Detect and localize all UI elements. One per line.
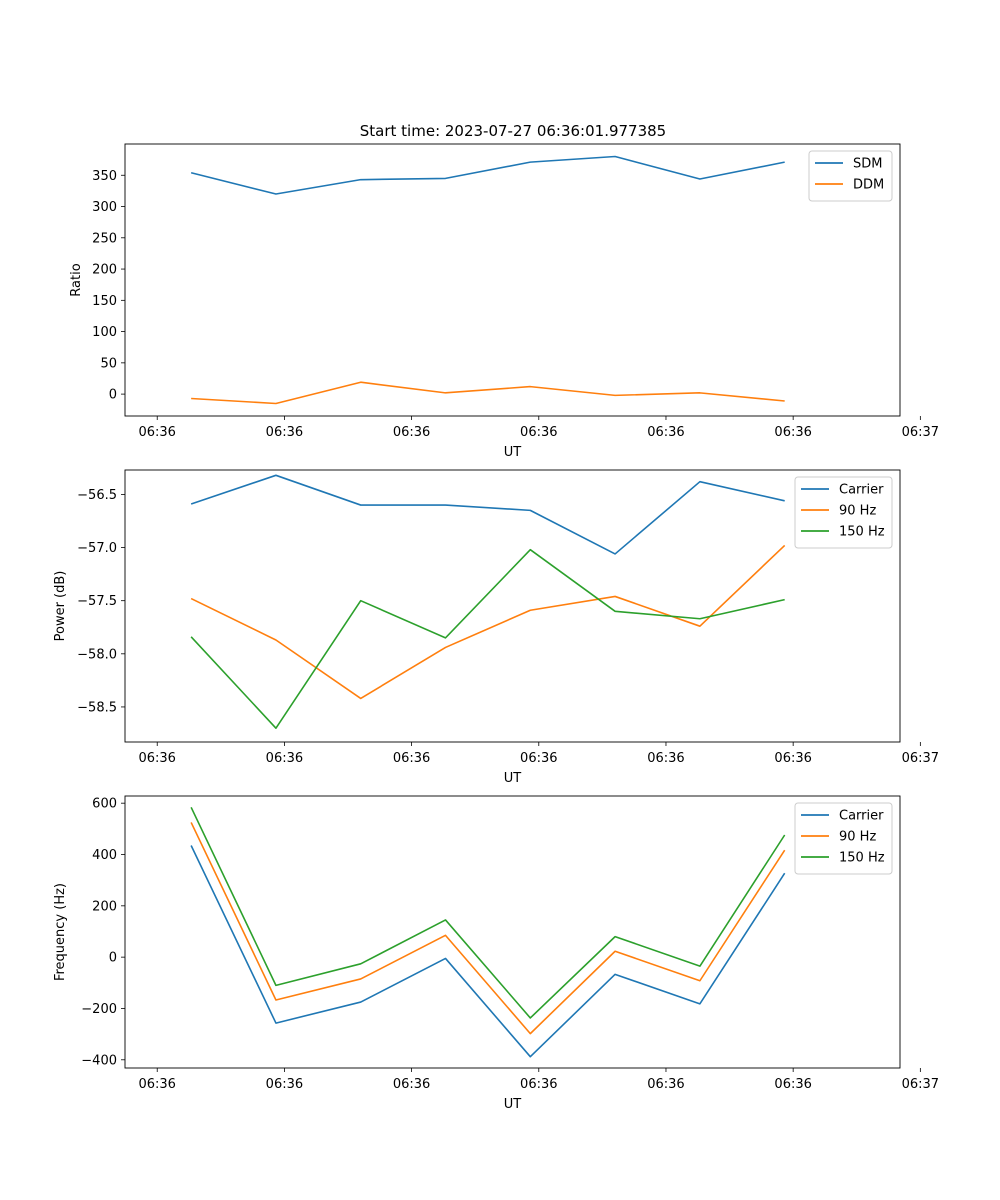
legend: Carrier 90 Hz 150 Hz	[794, 476, 893, 549]
x-tick-label: 06:37	[902, 1077, 939, 1092]
x-tick-label: 06:36	[266, 1077, 303, 1092]
series-line-carrier	[190, 845, 786, 1058]
series-line-150-hz	[190, 806, 786, 1019]
axes-frame	[124, 143, 901, 417]
subplots: 06:36 06:36 06:36 06:36 06:36 06:36 06:37 0 50 10…	[53, 143, 939, 1112]
x-tick-label: 06:37	[902, 751, 939, 766]
series-line-90-hz	[190, 822, 786, 1035]
y-tick-label: −58.0	[77, 647, 117, 662]
y-tick-label: 0	[109, 388, 117, 403]
legend-label: Carrier	[839, 809, 884, 824]
y-tick-label: 250	[92, 231, 117, 246]
x-tick-label: 06:36	[774, 425, 811, 440]
x-tick-label: 06:36	[393, 1077, 430, 1092]
x-tick-label: 06:36	[774, 1077, 811, 1092]
subplot-ratio: 06:36 06:36 06:36 06:36 06:36 06:36 06:37 0 50 10…	[69, 143, 939, 460]
series-line-carrier	[190, 474, 785, 555]
y-tick-label: 0	[109, 951, 117, 966]
x-tick-label: 06:36	[647, 751, 684, 766]
y-tick-label: 100	[92, 325, 117, 340]
y-axis-label: Power (dB)	[53, 571, 68, 642]
legend-label: DDM	[853, 178, 884, 193]
y-tick-label: −57.0	[77, 541, 117, 556]
series-line-sdm	[190, 155, 785, 195]
subplot-frequency: 06:36 06:36 06:36 06:36 06:36 06:36 06:37 −400 −…	[53, 795, 939, 1112]
x-tick-label: 06:36	[774, 751, 811, 766]
legend-label: SDM	[853, 157, 882, 172]
x-tick-label: 06:36	[138, 425, 175, 440]
y-tick-label: 200	[92, 899, 117, 914]
x-tick-label: 06:36	[520, 425, 557, 440]
y-tick-label: 600	[92, 797, 117, 812]
series-line-90-hz	[190, 544, 786, 700]
x-tick-label: 06:36	[647, 425, 684, 440]
y-tick-label: 350	[92, 169, 117, 184]
x-axis-label: UT	[504, 1097, 522, 1112]
y-tick-label: 50	[100, 356, 117, 371]
x-axis-label: UT	[504, 771, 522, 786]
y-tick-label: −400	[81, 1053, 117, 1068]
y-tick-label: −200	[81, 1002, 117, 1017]
series-line-ddm	[191, 381, 785, 405]
x-tick-label: 06:36	[647, 1077, 684, 1092]
x-tick-label: 06:37	[902, 425, 939, 440]
y-tick-label: −58.5	[77, 700, 117, 715]
y-axis-label: Frequency (Hz)	[53, 883, 68, 981]
chart-title: Start time: 2023-07-27 06:36:01.977385	[360, 122, 666, 140]
x-tick-label: 06:36	[393, 425, 430, 440]
y-tick-label: −56.5	[77, 488, 117, 503]
y-tick-label: 400	[92, 848, 117, 863]
subplot-power: 06:36 06:36 06:36 06:36 06:36 06:36 06:37 −58.5…	[53, 469, 939, 786]
x-tick-label: 06:36	[266, 425, 303, 440]
x-tick-label: 06:36	[520, 751, 557, 766]
y-tick-label: 150	[92, 294, 117, 309]
legend: SDM DDM	[808, 150, 893, 202]
legend-label: 150 Hz	[839, 851, 885, 866]
legend-label: Carrier	[839, 483, 884, 498]
x-axis-label: UT	[504, 445, 522, 460]
axes-frame	[124, 795, 901, 1069]
y-tick-label: 300	[92, 200, 117, 215]
x-tick-label: 06:36	[520, 1077, 557, 1092]
series-line-150-hz	[190, 548, 785, 729]
x-tick-label: 06:36	[393, 751, 430, 766]
axes-frame	[124, 469, 901, 743]
legend-label: 90 Hz	[839, 830, 876, 845]
legend: Carrier 90 Hz 150 Hz	[794, 802, 893, 875]
y-tick-label: 200	[92, 263, 117, 278]
y-axis-label: Ratio	[69, 263, 84, 296]
y-tick-label: −57.5	[77, 594, 117, 609]
x-tick-label: 06:36	[266, 751, 303, 766]
legend-label: 150 Hz	[839, 525, 885, 540]
x-tick-label: 06:36	[138, 1077, 175, 1092]
x-tick-label: 06:36	[138, 751, 175, 766]
legend-label: 90 Hz	[839, 504, 876, 519]
